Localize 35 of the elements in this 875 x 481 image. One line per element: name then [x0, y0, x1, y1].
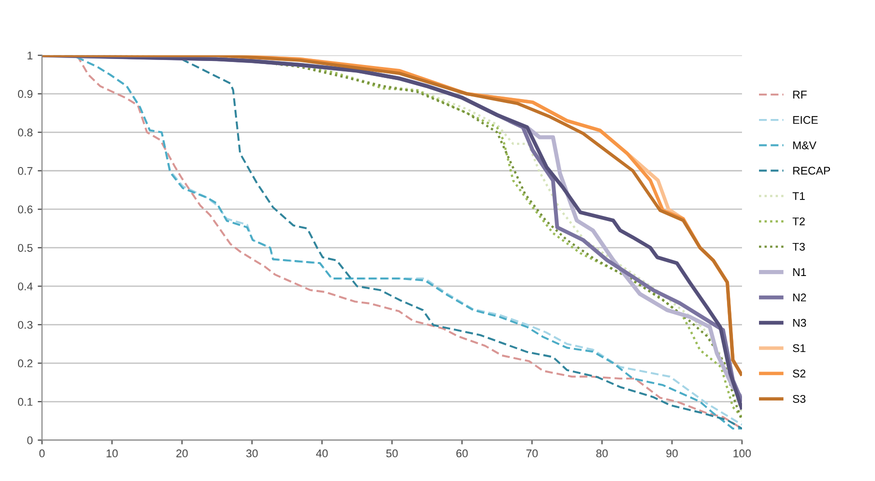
y-tick-label: 0.7 — [18, 167, 32, 175]
x-tick-label: 10 — [106, 449, 118, 458]
x-tick-label: 90 — [666, 449, 678, 458]
x-tick-label: 70 — [526, 449, 538, 458]
y-tick-label: 1 — [28, 52, 32, 60]
legend-label: N3 — [793, 318, 806, 327]
y-tick-label: 0 — [27, 436, 33, 444]
x-tick-label: 40 — [316, 449, 328, 458]
y-tick-label: 0.5 — [18, 244, 33, 252]
x-tick-label: 60 — [456, 449, 468, 458]
x-tick-label: 20 — [176, 449, 188, 458]
x-tick-label: 30 — [246, 449, 258, 458]
y-tick-label: 0.9 — [18, 90, 32, 98]
y-tick-label: 0.6 — [18, 206, 32, 214]
legend-label: S3 — [792, 394, 806, 403]
legend-label: S2 — [792, 370, 806, 378]
legend-label: N2 — [793, 294, 806, 302]
y-tick-label: 0.4 — [18, 282, 33, 290]
y-tick-label: 0.8 — [18, 128, 32, 136]
legend-label: RECAP — [793, 166, 830, 175]
x-tick-label: 50 — [386, 449, 398, 458]
x-tick-label: 100 — [734, 449, 751, 458]
legend-label: T2 — [792, 217, 805, 226]
y-tick-label: 0.2 — [18, 359, 32, 368]
legend-label: RF — [793, 90, 807, 98]
y-tick-label: 0.1 — [18, 398, 32, 406]
legend-label: S1 — [792, 344, 806, 352]
legend-label: T3 — [792, 242, 805, 251]
x-tick-label: 80 — [596, 449, 608, 458]
legend-label: M&V — [793, 141, 816, 150]
legend-label: N1 — [793, 268, 806, 276]
x-tick-label: 0 — [39, 449, 45, 458]
legend-label: T1 — [792, 192, 805, 200]
legend-label: EICE — [793, 116, 818, 124]
y-tick-label: 0.3 — [18, 320, 32, 329]
